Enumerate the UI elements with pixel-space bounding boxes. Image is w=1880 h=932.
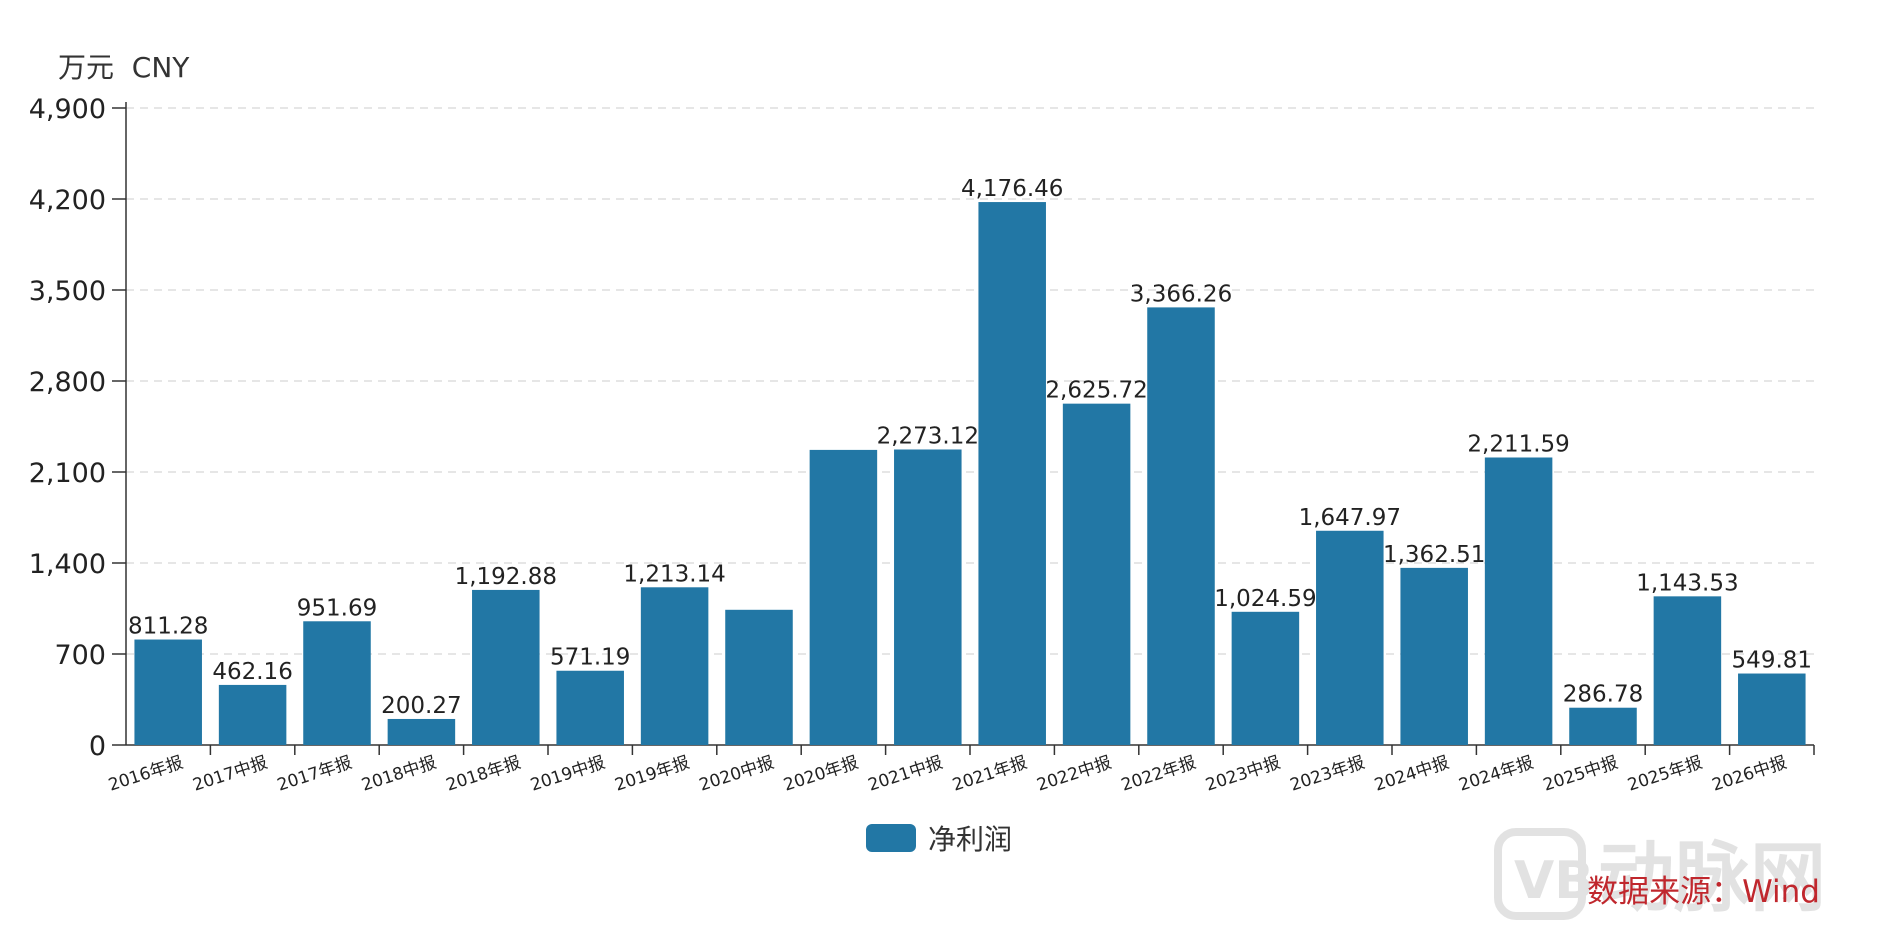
bar (640, 587, 709, 745)
bar (1147, 307, 1215, 745)
bar (472, 589, 540, 745)
x-tick-label: 2024年报 (1456, 753, 1536, 796)
data-label: 2,625.72 (1045, 378, 1147, 404)
y-tick-label: 2,100 (29, 458, 106, 489)
bar (1400, 567, 1468, 745)
data-label: 3,366.26 (1130, 281, 1232, 307)
data-label: 549.81 (1732, 648, 1812, 674)
x-tick-label: 2025中报 (1541, 753, 1621, 796)
data-label: 1,192.88 (455, 564, 557, 590)
x-tick-label: 2020年报 (781, 753, 861, 796)
bar (1653, 596, 1722, 745)
y-tick-label: 4,900 (29, 94, 106, 125)
y-tick-label: 700 (54, 640, 106, 671)
y-tick-label: 0 (89, 731, 106, 762)
y-tick-label: 3,500 (29, 276, 106, 307)
data-label: 811.28 (128, 614, 208, 640)
y-tick-label: 2,800 (29, 367, 106, 398)
bar (894, 449, 962, 745)
bar (303, 621, 371, 745)
bar (1231, 611, 1300, 745)
x-tick-label: 2019中报 (528, 753, 608, 796)
bar (387, 718, 456, 745)
x-tick-label: 2018中报 (359, 753, 439, 796)
data-label: 2,211.59 (1467, 431, 1569, 457)
x-tick-label: 2023中报 (1203, 753, 1283, 796)
data-label: 1,362.51 (1383, 542, 1485, 568)
legend-label: 净利润 (928, 823, 1013, 856)
x-tick-label: 2020中报 (697, 753, 777, 796)
bar (725, 609, 793, 745)
x-tick-label: 2021中报 (866, 753, 946, 796)
bar (1484, 457, 1553, 745)
data-label: 286.78 (1563, 682, 1643, 708)
bar (809, 449, 878, 745)
y-tick-label: 1,400 (29, 549, 106, 580)
x-tick-label: 2016年报 (106, 753, 186, 796)
bar (134, 639, 202, 745)
x-tick-label: 2018年报 (444, 753, 524, 796)
x-tick-label: 2017年报 (275, 753, 355, 796)
legend-swatch (866, 824, 916, 852)
y-axis-unit-label: 万元 CNY (58, 51, 190, 84)
data-label: 1,024.59 (1214, 586, 1316, 612)
watermark-logo: VB 动脉网 (1494, 828, 1826, 922)
x-tick-label: 2025年报 (1625, 753, 1705, 796)
x-tick-label: 2026中报 (1710, 753, 1790, 796)
data-label: 1,647.97 (1299, 505, 1401, 531)
bar (218, 684, 287, 745)
bar (1316, 530, 1384, 745)
x-tick-label: 2023年报 (1288, 753, 1368, 796)
source-note: 数据来源：Wind (1587, 874, 1820, 910)
svg-text:VB: VB (1514, 851, 1594, 911)
data-label: 2,273.12 (877, 423, 979, 449)
watermark-text: 动脉网 (1598, 833, 1826, 922)
data-label: 951.69 (297, 595, 377, 621)
x-tick-label: 2017中报 (190, 753, 270, 796)
y-tick-label: 4,200 (29, 185, 106, 216)
bar (556, 670, 624, 745)
legend[interactable]: 净利润 (866, 818, 1012, 858)
data-label: 4,176.46 (961, 176, 1063, 202)
x-tick-label: 2024中报 (1372, 753, 1452, 796)
x-tick-label: 2022年报 (1119, 753, 1199, 796)
x-tick-label: 2019年报 (612, 753, 692, 796)
data-label: 1,213.14 (623, 561, 725, 587)
bar (978, 202, 1046, 746)
data-label: 1,143.53 (1636, 570, 1738, 596)
data-label: 462.16 (212, 659, 292, 685)
x-tick-label: 2021年报 (950, 753, 1030, 796)
bar (1738, 673, 1806, 745)
data-label: 200.27 (381, 693, 461, 719)
bar (1569, 707, 1637, 745)
x-tick-label: 2022中报 (1034, 753, 1114, 796)
data-label: 571.19 (550, 645, 630, 671)
bar (1062, 403, 1131, 745)
